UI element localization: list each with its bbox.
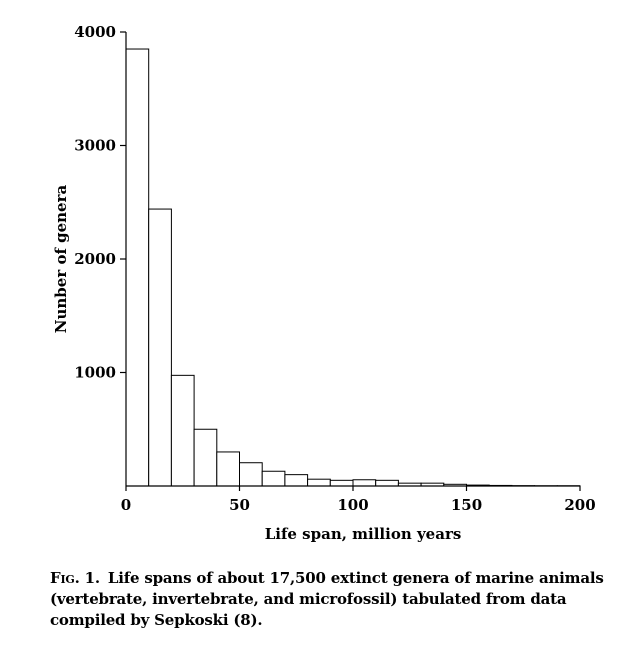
bar (170, 374, 195, 487)
bar (329, 479, 354, 487)
bar (352, 479, 377, 487)
bar (375, 479, 399, 487)
y-tick-label: 4000 (74, 23, 116, 41)
x-axis-label: Life span, million years (265, 525, 462, 543)
x-tick-label: 50 (229, 496, 250, 514)
y-tick-label: 3000 (74, 137, 116, 155)
y-tick-label: 1000 (74, 364, 116, 382)
bar (239, 462, 263, 487)
bar (261, 470, 286, 487)
y-ticks-group: 1000 2000 3000 4000 (74, 23, 126, 382)
y-tick-label: 2000 (74, 250, 116, 268)
y-axis-label: Nunber of genera (52, 184, 70, 333)
figure-caption-label: Fig. 1. (50, 569, 100, 587)
x-tick-label: 0 (121, 496, 131, 514)
bar (193, 428, 218, 487)
bar (284, 474, 309, 487)
bar (307, 478, 331, 487)
bar (148, 208, 172, 487)
bars-group (125, 48, 581, 487)
x-tick-label: 100 (337, 496, 368, 514)
x-tick-label: 200 (564, 496, 595, 514)
histogram-chart: 1000 2000 3000 4000 0 50 100 150 200 Life span,… (52, 23, 596, 543)
figure-caption-text: Life spans of about 17,500 extinct gener… (50, 569, 604, 629)
bar (216, 451, 241, 487)
x-ticks-group: 0 50 100 150 200 (121, 486, 596, 514)
x-tick-label: 150 (451, 496, 482, 514)
bar (125, 48, 150, 487)
figure-caption: Fig. 1. Life spans of about 17,500 extinc… (50, 568, 620, 631)
